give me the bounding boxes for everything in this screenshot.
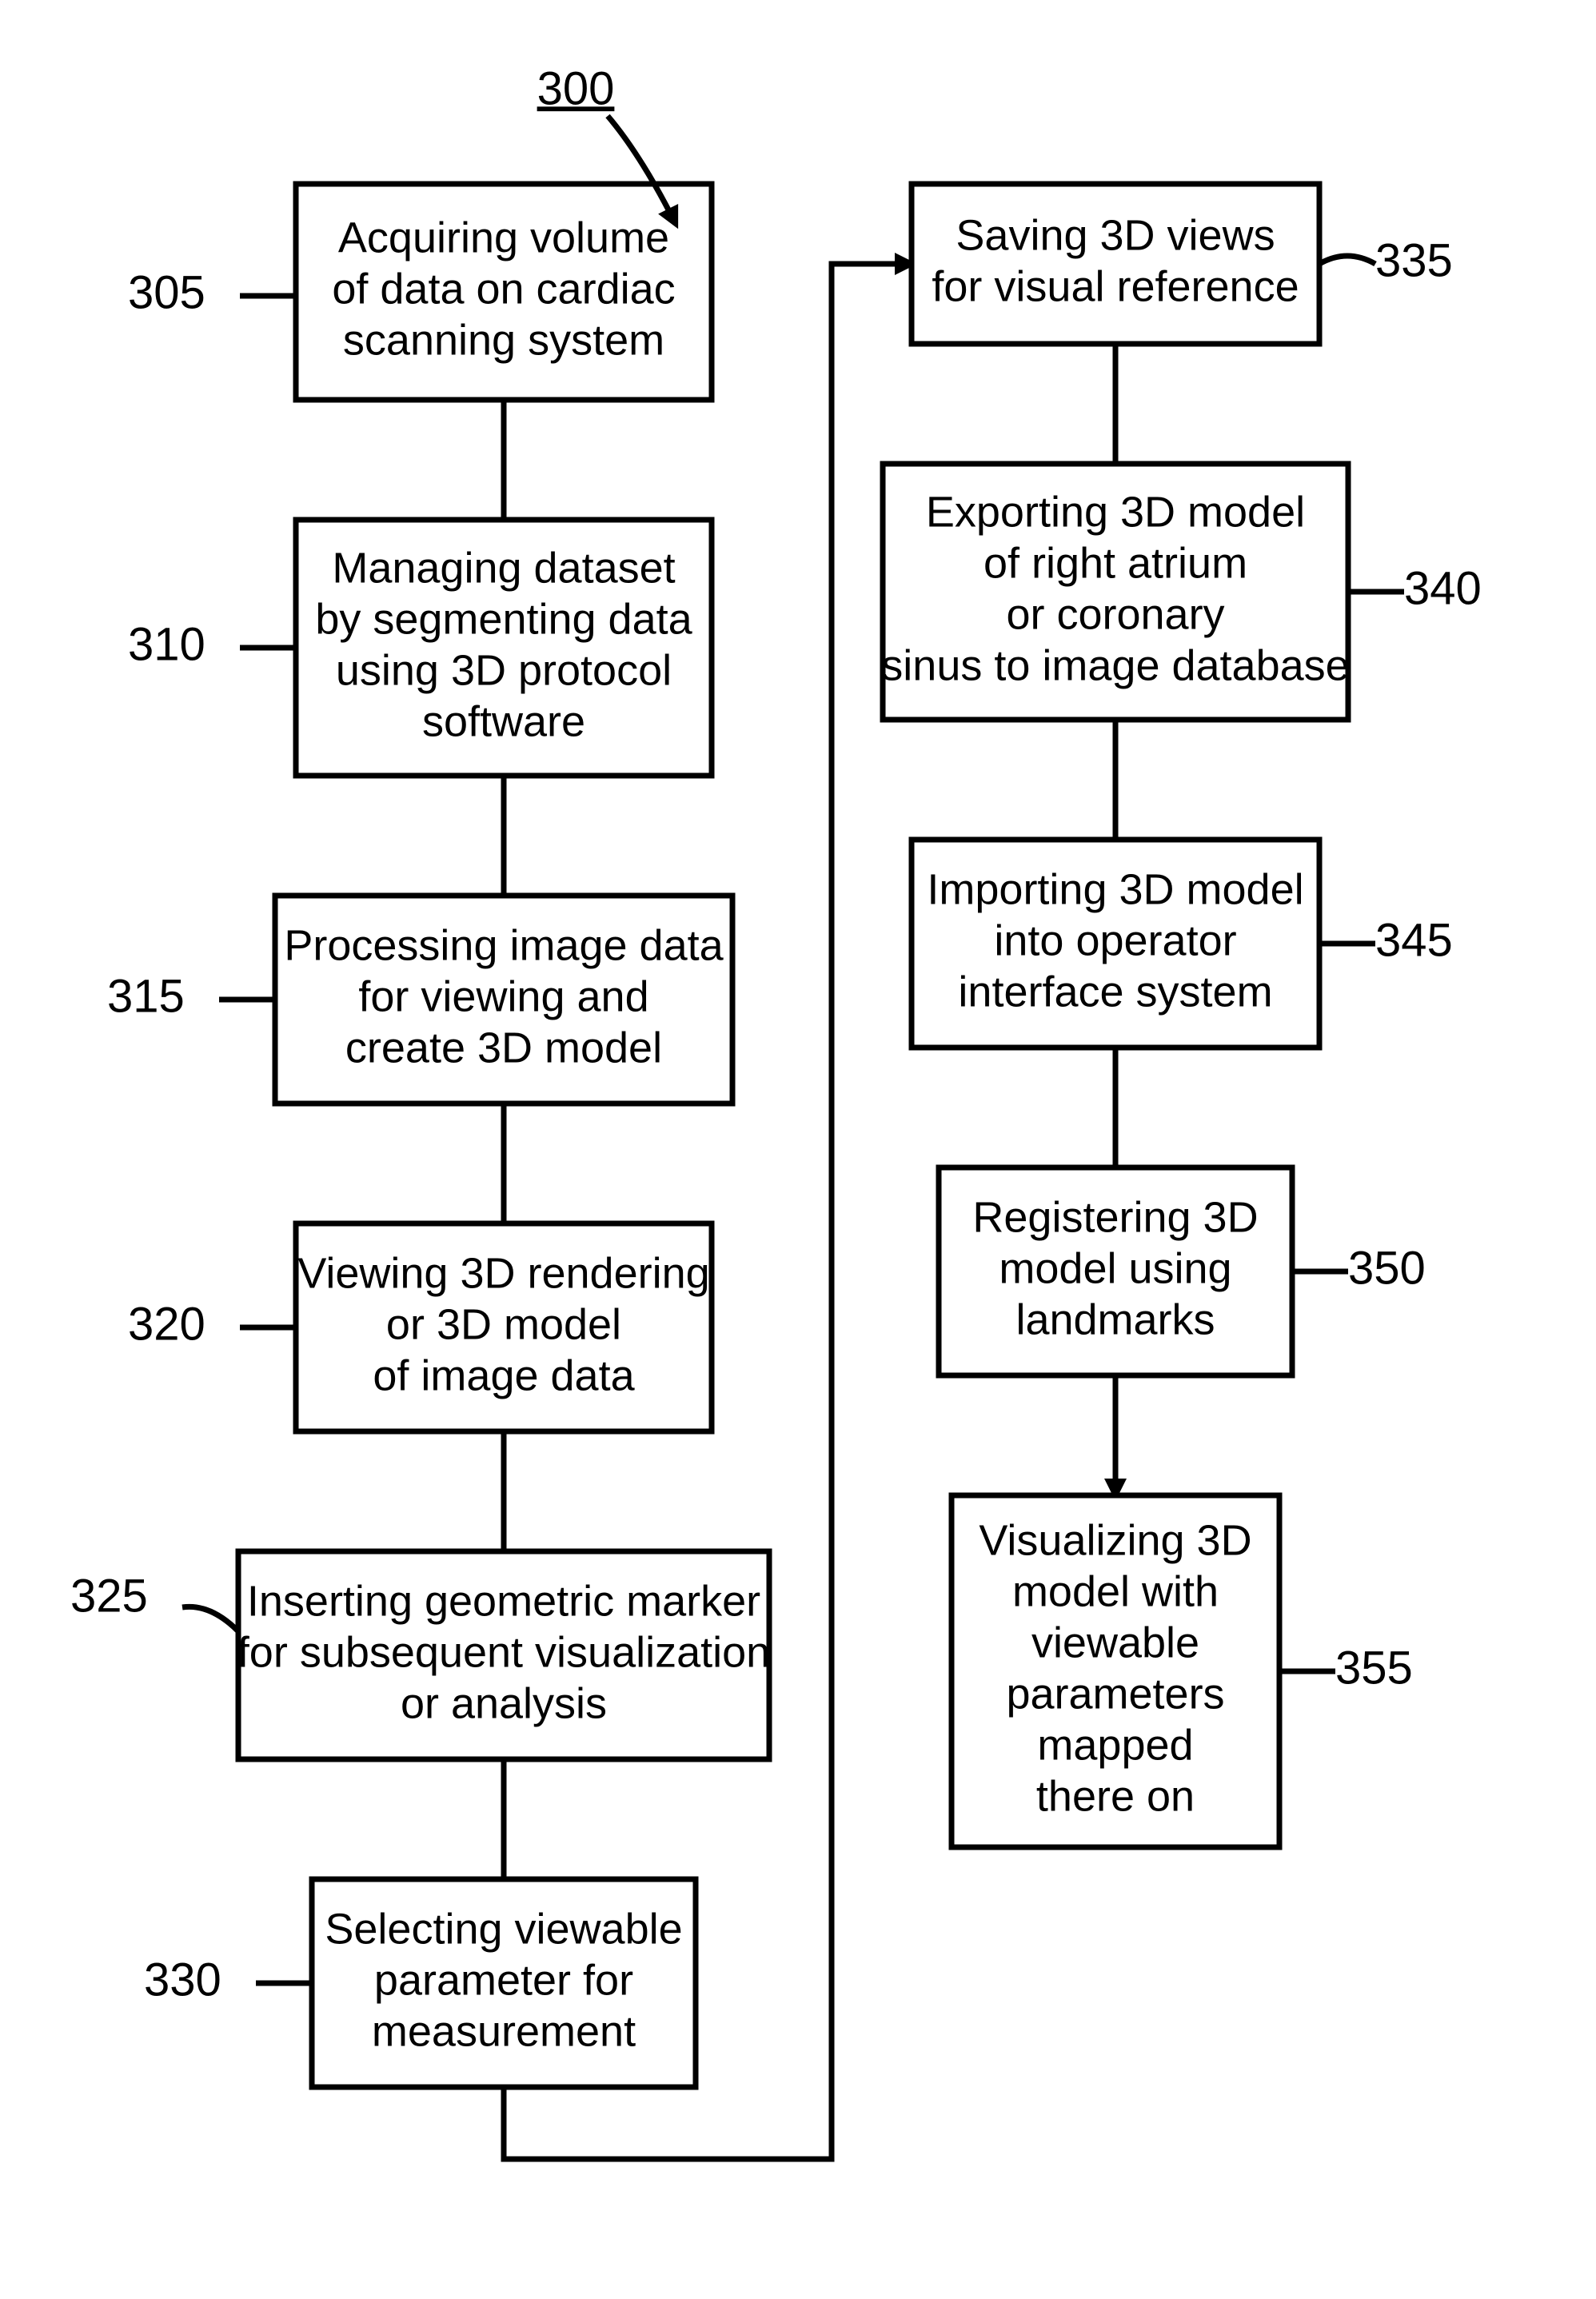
node-text-line: scanning system (343, 316, 664, 364)
node-text-line: or analysis (401, 1679, 607, 1727)
step-label-355: 355 (1335, 1642, 1413, 1694)
node-text-line: of data on cardiac (332, 265, 675, 313)
node-text-line: Saving 3D views (956, 211, 1275, 259)
flow-node-n325: Inserting geometric markerfor subsequent… (237, 1551, 770, 1759)
flow-node-n355: Visualizing 3Dmodel withviewableparamete… (952, 1495, 1279, 1847)
step-label-320: 320 (128, 1298, 205, 1350)
step-label-305: 305 (128, 266, 205, 318)
flow-node-n340: Exporting 3D modelof right atriumor coro… (881, 464, 1349, 720)
node-text-line: Acquiring volume (338, 214, 669, 261)
node-text-line: Visualizing 3D (979, 1516, 1251, 1564)
step-label-310: 310 (128, 618, 205, 670)
label-leader-335 (1319, 256, 1375, 264)
node-text-line: mapped (1037, 1721, 1193, 1769)
step-label-340: 340 (1404, 562, 1482, 614)
node-text-line: Importing 3D model (927, 865, 1303, 913)
node-text-line: or coronary (1006, 590, 1224, 638)
node-text-line: model using (999, 1244, 1231, 1292)
flow-node-n310: Managing datasetby segmenting datausing … (296, 520, 712, 776)
node-text-line: Processing image data (284, 921, 724, 969)
flow-node-n350: Registering 3Dmodel usinglandmarks (939, 1167, 1292, 1375)
flow-node-n335: Saving 3D viewsfor visual reference (912, 184, 1319, 344)
node-text-line: or 3D model (386, 1300, 621, 1348)
node-text-line: by segmenting data (315, 595, 692, 643)
flow-node-n320: Viewing 3D renderingor 3D modelof image … (296, 1223, 712, 1431)
step-label-345: 345 (1375, 914, 1453, 966)
node-text-line: parameters (1006, 1670, 1224, 1718)
node-text-line: viewable (1031, 1618, 1199, 1666)
node-text-line: Viewing 3D rendering (297, 1249, 709, 1297)
figure-ref-label: 300 (537, 62, 615, 114)
step-label-315: 315 (107, 970, 185, 1022)
node-text-line: Registering 3D (972, 1193, 1258, 1241)
node-text-line: Inserting geometric marker (247, 1577, 760, 1625)
node-text-line: create 3D model (345, 1024, 662, 1072)
node-text-line: landmarks (1015, 1295, 1215, 1343)
node-text-line: into operator (994, 916, 1236, 964)
node-text-line: for visual reference (932, 262, 1299, 310)
node-text-line: for subsequent visualization (237, 1628, 770, 1676)
step-label-350: 350 (1348, 1242, 1426, 1294)
node-text-line: for viewing and (358, 972, 648, 1020)
node-text-line: parameter for (374, 1956, 633, 2004)
node-text-line: measurement (372, 2007, 636, 2055)
label-leader-325 (182, 1607, 238, 1631)
step-label-330: 330 (144, 1954, 221, 2006)
node-text-line: Managing dataset (332, 544, 675, 592)
flow-node-n315: Processing image datafor viewing andcrea… (275, 896, 732, 1104)
flow-node-n345: Importing 3D modelinto operatorinterface… (912, 840, 1319, 1048)
node-text-line: interface system (958, 968, 1272, 1016)
node-text-line: of image data (373, 1351, 635, 1399)
node-text-line: software (422, 697, 585, 745)
node-text-line: Exporting 3D model (926, 488, 1305, 536)
step-label-325: 325 (70, 1570, 148, 1622)
node-text-line: sinus to image database (881, 641, 1349, 689)
node-text-line: Selecting viewable (325, 1905, 682, 1953)
node-text-line: using 3D protocol (336, 646, 672, 694)
node-text-line: model with (1012, 1567, 1219, 1615)
step-label-335: 335 (1375, 234, 1453, 286)
node-text-line: there on (1036, 1772, 1195, 1820)
flow-node-n305: Acquiring volumeof data on cardiacscanni… (296, 184, 712, 400)
flow-node-n330: Selecting viewableparameter formeasureme… (312, 1879, 696, 2087)
node-text-line: of right atrium (984, 539, 1247, 587)
